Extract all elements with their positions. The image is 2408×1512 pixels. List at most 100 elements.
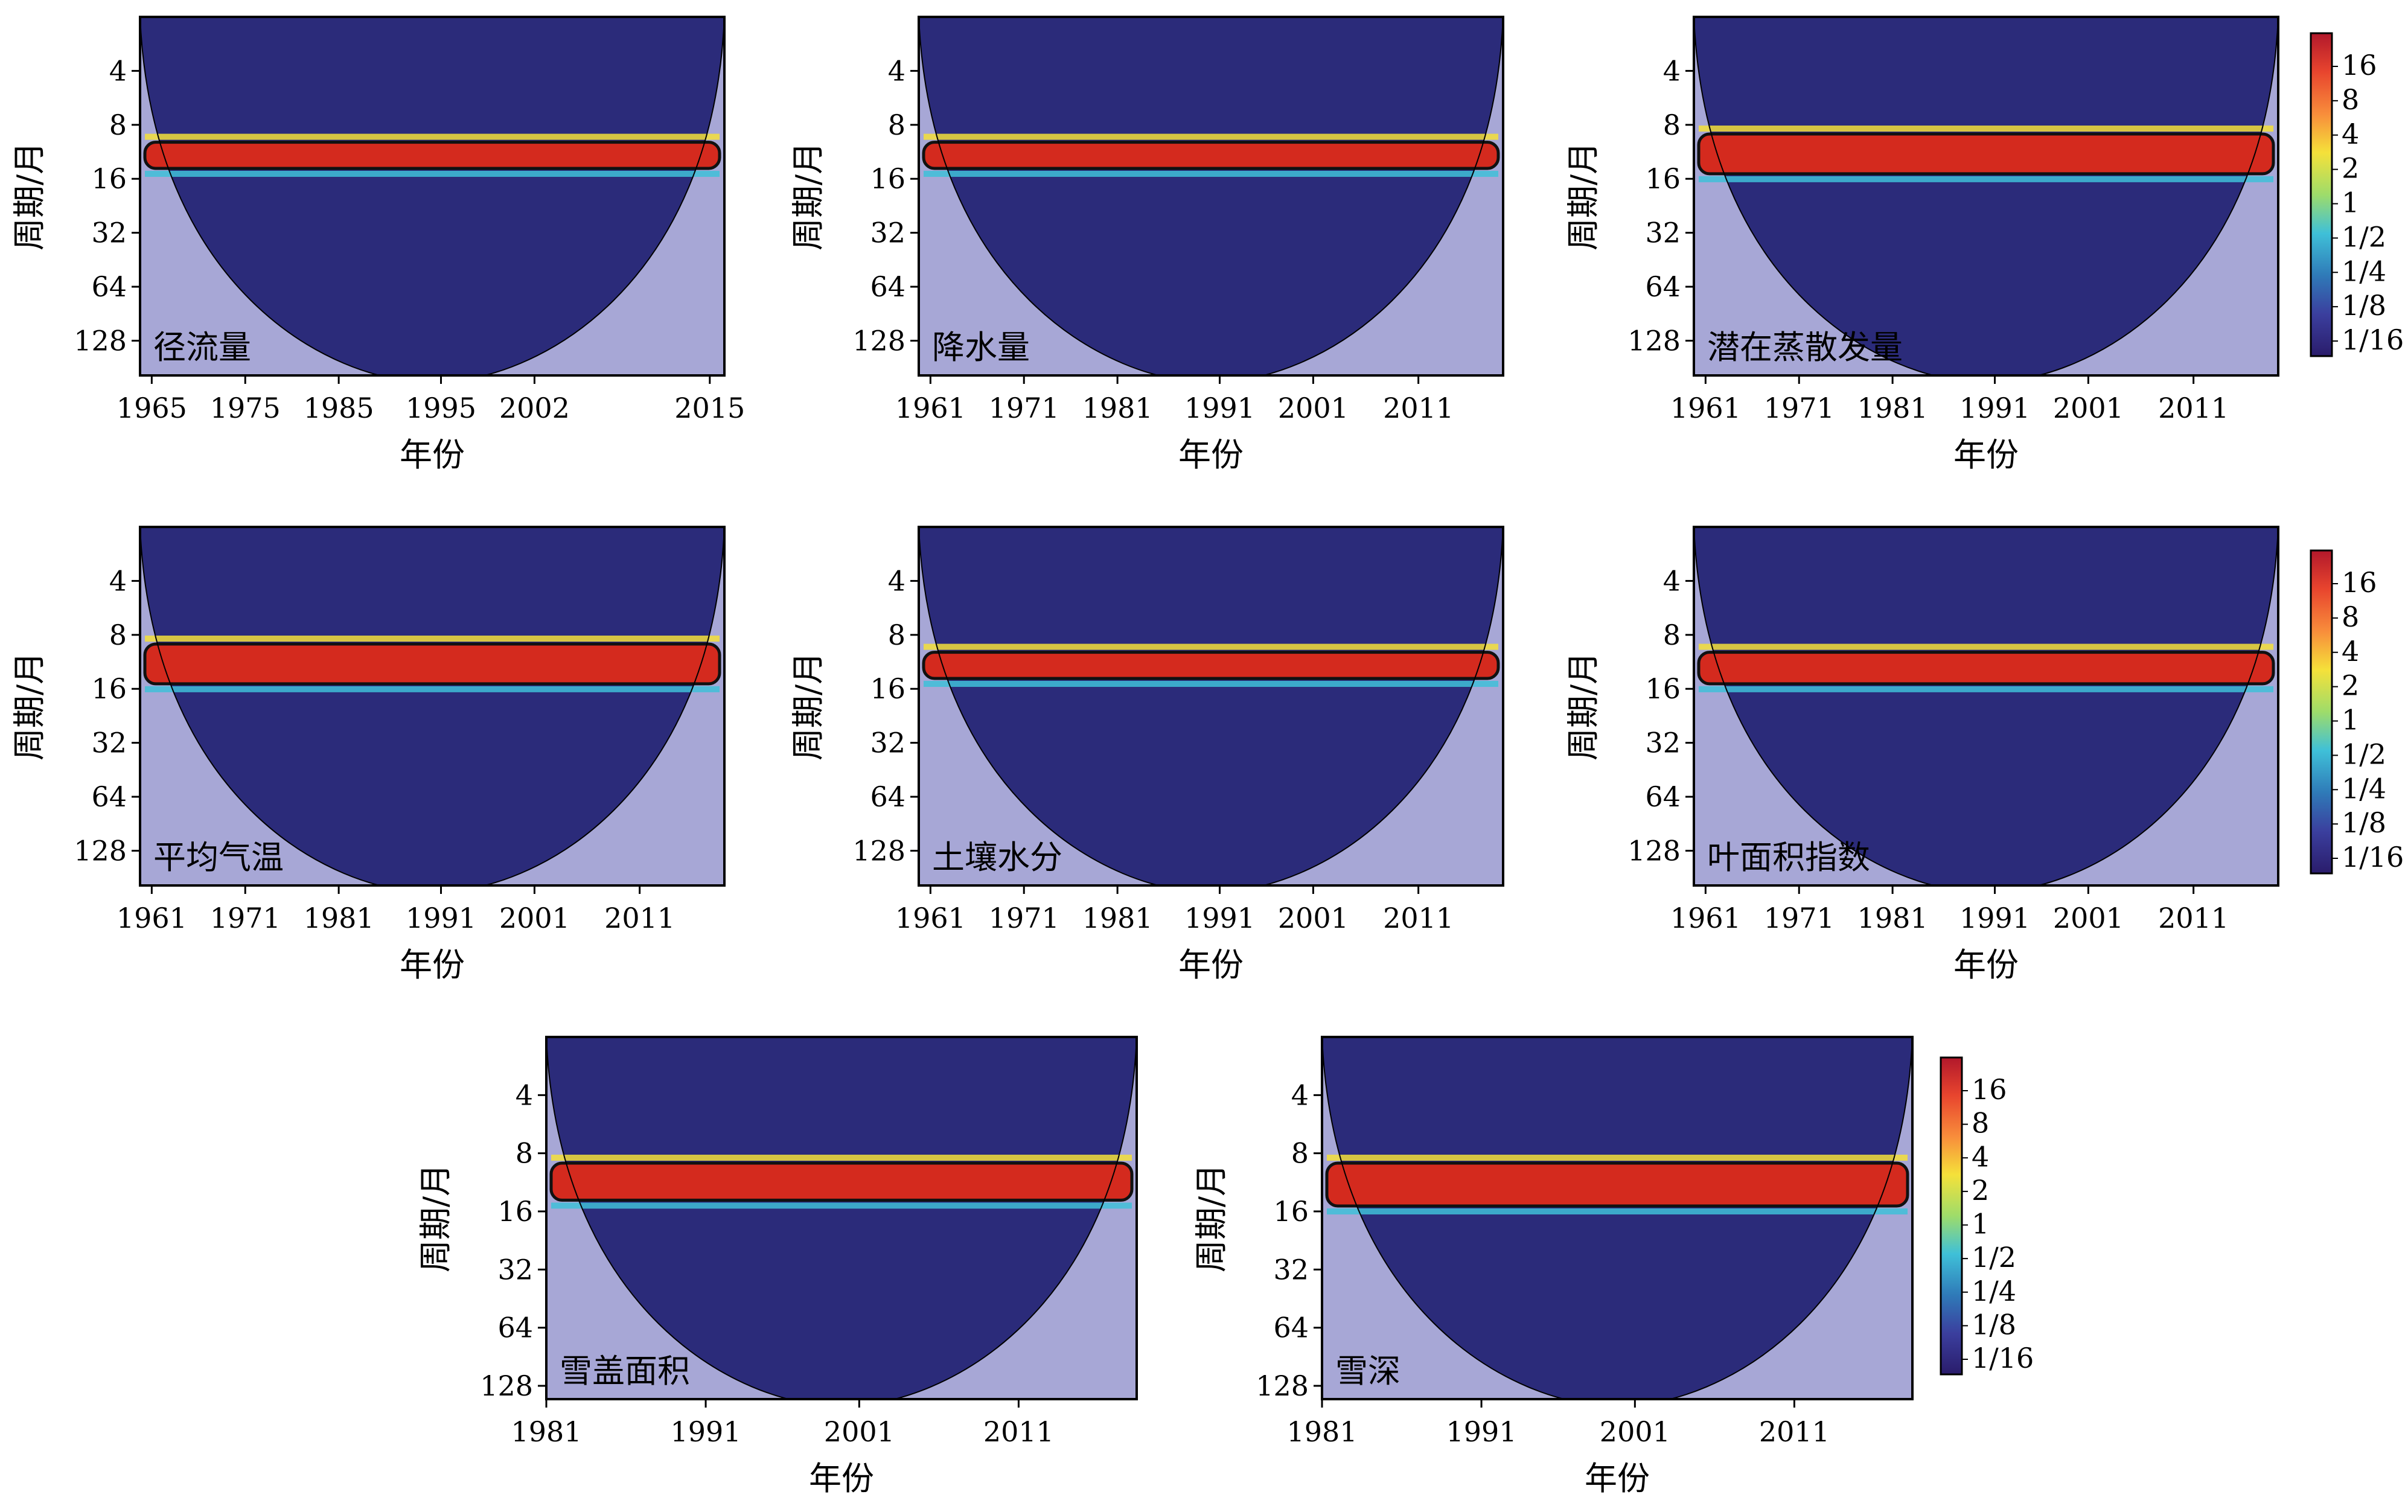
plot-frame [139,16,726,377]
x-tick-label: 1991 [1184,392,1255,424]
y-tick-label: 64 [91,780,127,813]
coi-power-region [1694,17,2278,375]
plot-frame [1693,526,2279,887]
x-tick-label: 1991 [406,902,476,934]
colorbar-gradient [2310,32,2333,357]
y-axis-label: 周期/月 [789,142,827,250]
panel-label: 潜在蒸散发量 [1707,328,1903,366]
y-tick-label: 32 [1645,727,1681,759]
plot-frame [1321,1036,1914,1400]
colorbar-tick-label: 1/2 [2342,738,2386,770]
x-tick-label: 1995 [406,392,476,424]
x-axis-label: 年份 [400,436,465,474]
band-halo-lower [1699,686,2273,692]
band-halo-upper [1327,1155,1908,1161]
coi-boundary [1694,17,2278,375]
x-tick-label: 1961 [1670,392,1741,424]
y-tick-label: 16 [91,162,127,195]
band-halo-lower [551,1202,1132,1209]
y-tick-label: 128 [852,324,905,357]
y-tick-label: 128 [1256,1370,1309,1402]
x-tick-label: 1971 [1764,902,1835,934]
x-tick-label: 1981 [1286,1415,1357,1448]
colorbar-tick-label: 2 [2342,152,2359,185]
wavelet-panel-4: 4 8 16 32 64 128 1961 1971 1981 1991 2001 2011 年份 周期/… [10,526,726,984]
x-tick-label: 1965 [117,392,187,424]
panel-label: 土壤水分 [932,838,1062,876]
x-tick-label: 1991 [1959,902,2030,934]
band-halo-upper [551,1155,1132,1161]
coi-power-region [546,1037,1137,1399]
colorbar-tick-label: 1/4 [2342,255,2386,287]
plot-frame [545,1036,1138,1400]
x-tick-label: 1981 [1082,902,1153,934]
y-axis-label: 周期/月 [10,142,48,250]
colorbar-tick-label: 1/16 [2342,324,2404,356]
x-tick-label: 2001 [824,1415,895,1448]
y-tick-label: 8 [1663,619,1681,651]
plot-frame [918,16,1504,377]
x-tick-label: 2001 [1278,392,1349,424]
colorbar-tick-label: 8 [1972,1107,1989,1140]
y-tick-label: 4 [109,54,127,87]
y-tick-label: 128 [852,834,905,867]
coi-power-region [140,17,724,375]
y-tick-label: 16 [1645,162,1681,195]
y-tick-label: 128 [74,324,127,357]
y-tick-label: 64 [497,1312,533,1344]
significant-power-band [922,651,1500,680]
y-tick-label: 4 [1663,564,1681,597]
y-tick-label: 8 [888,619,905,651]
colorbar-tick-label: 1/4 [2342,772,2386,805]
x-tick-label: 1991 [1446,1415,1517,1448]
colorbar-tick-label: 1/2 [2342,220,2386,253]
x-tick-label: 1961 [1670,902,1741,934]
significant-power-band [1697,651,2275,686]
colorbar-gradient [2310,549,2333,875]
y-axis-label: 周期/月 [1564,652,1602,761]
band-halo-lower [1327,1208,1908,1215]
x-tick-label: 1971 [989,392,1059,424]
x-tick-label: 1961 [895,902,966,934]
y-tick-label: 16 [870,672,905,705]
significant-power-band [1325,1161,1909,1208]
coi-power-region [919,527,1503,885]
colorbar-tick-label: 16 [2342,566,2377,599]
band-halo-lower [145,686,720,692]
y-tick-label: 64 [870,270,905,303]
y-tick-label: 64 [1645,780,1681,813]
colorbar-tick-label: 1/8 [2342,806,2386,839]
panel-label: 降水量 [932,328,1030,366]
x-tick-label: 1991 [1184,902,1255,934]
x-axis-label: 年份 [1953,436,2019,474]
y-tick-label: 16 [1273,1195,1309,1228]
x-tick-label: 1971 [210,902,281,934]
colorbar-tick-label: 16 [1972,1073,2007,1106]
y-tick-label: 4 [1291,1079,1309,1111]
y-tick-label: 4 [109,564,127,597]
x-axis-label: 年份 [1953,946,2019,984]
colorbar-tick-label: 1/8 [2342,289,2386,322]
x-axis-label: 年份 [1178,436,1244,474]
x-tick-label: 1961 [117,902,187,934]
y-tick-label: 32 [91,727,127,759]
y-tick-label: 64 [870,780,905,813]
y-tick-label: 8 [1291,1137,1309,1170]
x-tick-label: 1961 [895,392,966,424]
y-axis-label: 周期/月 [10,652,48,761]
x-tick-label: 2011 [2158,902,2229,934]
colorbar-tick-label: 2 [2342,669,2359,702]
wavelet-panel-3: 4 8 16 32 64 128 1961 1971 1981 1991 2001 2011 年份 周期/… [1564,16,2279,474]
coi-power-region [919,17,1503,375]
significant-power-band [922,141,1500,170]
panel-label: 平均气温 [153,838,284,876]
y-tick-label: 8 [888,109,905,141]
y-tick-label: 64 [1645,270,1681,303]
coi-boundary [919,17,1503,375]
x-tick-label: 2011 [1383,902,1454,934]
band-halo-upper [145,133,720,140]
y-tick-label: 4 [888,564,905,597]
x-tick-label: 1981 [511,1415,581,1448]
